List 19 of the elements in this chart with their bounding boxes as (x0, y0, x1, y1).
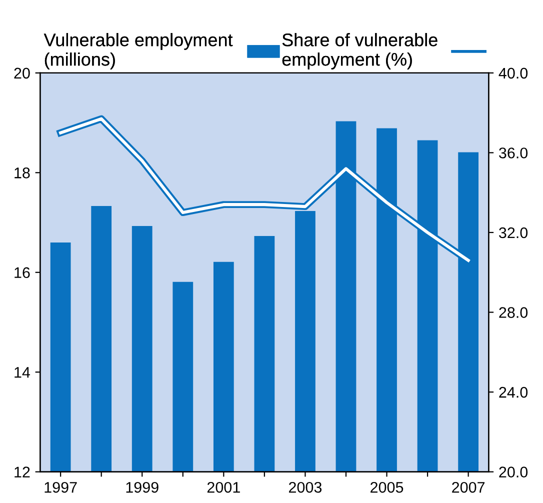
y2-tick-label: 28.0 (499, 307, 528, 318)
y2-tick-label: 20.0 (499, 466, 528, 478)
y-tick-label: 18 (14, 168, 30, 178)
y-tick-label: 14 (14, 367, 30, 378)
legend-label: Vulnerable employment (millions) (44, 33, 233, 70)
y2-tick-label: 36.0 (499, 148, 528, 158)
x-tick-label: 2001 (207, 482, 240, 493)
y2-tick-label: 24.0 (499, 386, 528, 398)
y2-tick-label: 40.0 (498, 68, 528, 79)
y2-tick-label: 32.0 (499, 227, 528, 238)
y-tick-label: 12 (14, 466, 30, 478)
legend-label: Share of vulnerable employment (%) (282, 33, 438, 70)
y-tick-label: 16 (14, 267, 30, 278)
x-tick-label: 1999 (126, 482, 158, 493)
y-tick-label: 20 (14, 68, 30, 79)
x-tick-label: 1997 (44, 482, 77, 493)
x-tick-label: 2003 (288, 482, 322, 493)
x-tick-label: 2005 (370, 482, 404, 493)
x-tick-label: 2007 (452, 482, 485, 493)
